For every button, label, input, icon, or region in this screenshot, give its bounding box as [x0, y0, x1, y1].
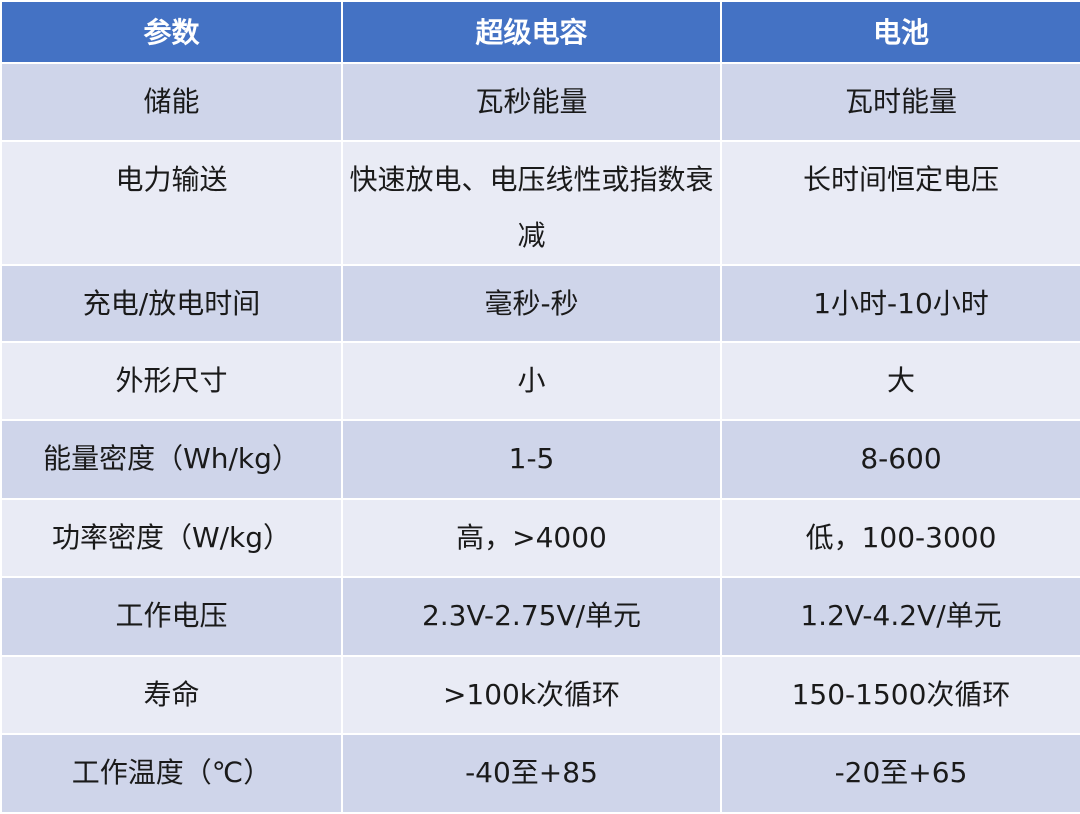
table-row: 功率密度（W/kg） 高，>4000 低，100-3000: [0, 498, 1080, 578]
header-cell: 超级电容: [341, 0, 722, 64]
table-cell: 1.2V-4.2V/单元: [720, 576, 1080, 657]
table-cell: 瓦秒能量: [341, 62, 722, 142]
table-cell: -40至+85: [341, 733, 722, 814]
table-cell: 瓦时能量: [720, 62, 1080, 142]
table-cell: 小: [341, 341, 722, 421]
table-cell: >100k次循环: [341, 655, 722, 735]
table-cell: 电力输送: [0, 140, 343, 266]
table-cell: 工作电压: [0, 576, 343, 657]
table-cell: 功率密度（W/kg）: [0, 498, 343, 578]
table-row: 寿命 >100k次循环 150-1500次循环: [0, 655, 1080, 735]
table-cell: 充电/放电时间: [0, 264, 343, 343]
table-cell: 大: [720, 341, 1080, 421]
table-cell: -20至+65: [720, 733, 1080, 814]
table-cell: 能量密度（Wh/kg）: [0, 419, 343, 500]
table-row: 储能 瓦秒能量 瓦时能量: [0, 62, 1080, 142]
table-cell: 快速放电、电压线性或指数衰减: [341, 140, 722, 266]
table-cell: 长时间恒定电压: [720, 140, 1080, 266]
table-cell: 8-600: [720, 419, 1080, 500]
table-cell: 高，>4000: [341, 498, 722, 578]
header-cell: 电池: [720, 0, 1080, 64]
table-row: 外形尺寸小大: [0, 341, 1080, 421]
table-cell: 1小时-10小时: [720, 264, 1080, 343]
table-cell: 1-5: [341, 419, 722, 500]
table-row: 能量密度（Wh/kg） 1-5 8-600: [0, 419, 1080, 500]
table-row: 工作电压 2.3V-2.75V/单元 1.2V-4.2V/单元: [0, 576, 1080, 657]
header-cell: 参数: [0, 0, 343, 64]
table-cell: 低，100-3000: [720, 498, 1080, 578]
table-row: 电力输送 快速放电、电压线性或指数衰减 长时间恒定电压: [0, 140, 1080, 266]
table-cell: 寿命: [0, 655, 343, 735]
table-cell: 储能: [0, 62, 343, 142]
table-row: 工作温度（℃） -40至+85 -20至+65: [0, 733, 1080, 814]
table-row: 充电/放电时间 毫秒-秒 1小时-10小时: [0, 264, 1080, 343]
table-cell: 毫秒-秒: [341, 264, 722, 343]
header-row: 参数 超级电容 电池: [0, 0, 1080, 64]
table-cell: 工作温度（℃）: [0, 733, 343, 814]
table-cell: 2.3V-2.75V/单元: [341, 576, 722, 657]
table-cell: 150-1500次循环: [720, 655, 1080, 735]
table-cell: 外形尺寸: [0, 341, 343, 421]
